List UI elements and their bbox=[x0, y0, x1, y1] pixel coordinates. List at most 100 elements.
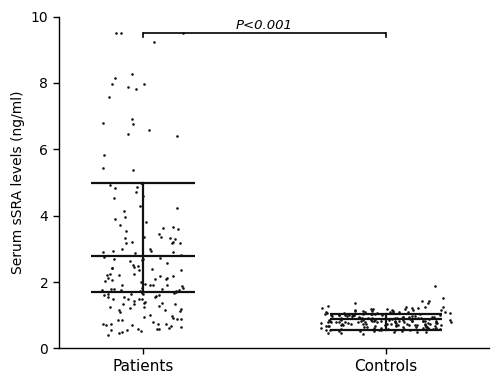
Point bbox=[356, 328, 364, 334]
Point bbox=[166, 323, 174, 329]
Point bbox=[136, 288, 144, 295]
Point bbox=[124, 131, 132, 137]
Point bbox=[114, 330, 122, 336]
Point bbox=[370, 318, 378, 325]
Point bbox=[144, 127, 152, 133]
Point bbox=[422, 329, 430, 335]
Point bbox=[122, 240, 130, 246]
Y-axis label: Serum sSRA levels (ng/ml): Serum sSRA levels (ng/ml) bbox=[11, 91, 25, 274]
Point bbox=[377, 318, 385, 324]
Point bbox=[107, 326, 115, 333]
Point bbox=[376, 326, 384, 333]
Point bbox=[156, 273, 164, 279]
Point bbox=[120, 294, 128, 300]
Point bbox=[140, 193, 147, 199]
Point bbox=[146, 312, 154, 318]
Point bbox=[431, 323, 439, 329]
Point bbox=[120, 235, 128, 241]
Point bbox=[105, 94, 113, 100]
Point bbox=[163, 282, 171, 288]
Point bbox=[424, 325, 432, 331]
Point bbox=[164, 275, 172, 281]
Point bbox=[137, 180, 145, 186]
Point bbox=[134, 263, 141, 270]
Point bbox=[129, 167, 137, 173]
Point bbox=[322, 309, 330, 315]
Point bbox=[425, 298, 433, 305]
Point bbox=[172, 289, 180, 295]
Point bbox=[154, 321, 162, 327]
Point bbox=[387, 321, 395, 327]
Point bbox=[138, 291, 146, 297]
Point bbox=[172, 236, 179, 243]
Point bbox=[104, 332, 112, 338]
Point bbox=[421, 317, 429, 323]
Point bbox=[172, 288, 180, 294]
Point bbox=[350, 306, 358, 313]
Point bbox=[392, 318, 400, 324]
Point bbox=[360, 308, 368, 314]
Point bbox=[138, 285, 146, 291]
Point bbox=[152, 293, 160, 299]
Point bbox=[130, 298, 138, 304]
Point bbox=[377, 325, 385, 331]
Point bbox=[398, 315, 406, 321]
Point bbox=[384, 326, 392, 332]
Point bbox=[162, 307, 170, 313]
Point bbox=[369, 306, 377, 312]
Point bbox=[355, 315, 363, 321]
Point bbox=[368, 308, 376, 315]
Point bbox=[134, 326, 141, 333]
Point bbox=[410, 321, 418, 328]
Point bbox=[138, 296, 146, 302]
Point bbox=[142, 219, 150, 225]
Point bbox=[362, 309, 370, 315]
Point bbox=[116, 287, 124, 293]
Point bbox=[162, 276, 170, 283]
Point bbox=[108, 286, 116, 293]
Point bbox=[334, 311, 342, 318]
Point bbox=[322, 327, 330, 333]
Point bbox=[176, 324, 184, 330]
Point bbox=[392, 320, 400, 326]
Point bbox=[151, 294, 159, 300]
Point bbox=[324, 330, 332, 336]
Point bbox=[178, 283, 186, 289]
Point bbox=[383, 306, 391, 312]
Point bbox=[140, 300, 148, 306]
Point bbox=[110, 286, 118, 293]
Point bbox=[412, 323, 420, 330]
Point bbox=[351, 308, 359, 314]
Point bbox=[140, 298, 148, 305]
Point bbox=[366, 305, 374, 311]
Point bbox=[423, 324, 431, 330]
Point bbox=[395, 318, 403, 324]
Point bbox=[126, 305, 134, 311]
Point bbox=[401, 306, 409, 312]
Point bbox=[172, 132, 180, 139]
Point bbox=[108, 265, 116, 271]
Point bbox=[100, 254, 108, 260]
Point bbox=[99, 165, 107, 171]
Point bbox=[404, 308, 412, 315]
Point bbox=[158, 300, 166, 306]
Point bbox=[367, 311, 375, 317]
Point bbox=[344, 320, 352, 326]
Point bbox=[168, 224, 176, 230]
Point bbox=[111, 75, 119, 81]
Point bbox=[156, 255, 164, 261]
Point bbox=[136, 203, 144, 209]
Point bbox=[394, 315, 402, 321]
Point bbox=[432, 319, 440, 325]
Point bbox=[432, 320, 440, 326]
Point bbox=[153, 326, 161, 332]
Point bbox=[148, 319, 156, 325]
Point bbox=[138, 290, 146, 296]
Point bbox=[176, 306, 184, 312]
Point bbox=[440, 304, 448, 310]
Point bbox=[350, 300, 358, 306]
Point bbox=[424, 320, 432, 326]
Point bbox=[420, 318, 428, 324]
Point bbox=[408, 318, 416, 324]
Point bbox=[428, 326, 436, 332]
